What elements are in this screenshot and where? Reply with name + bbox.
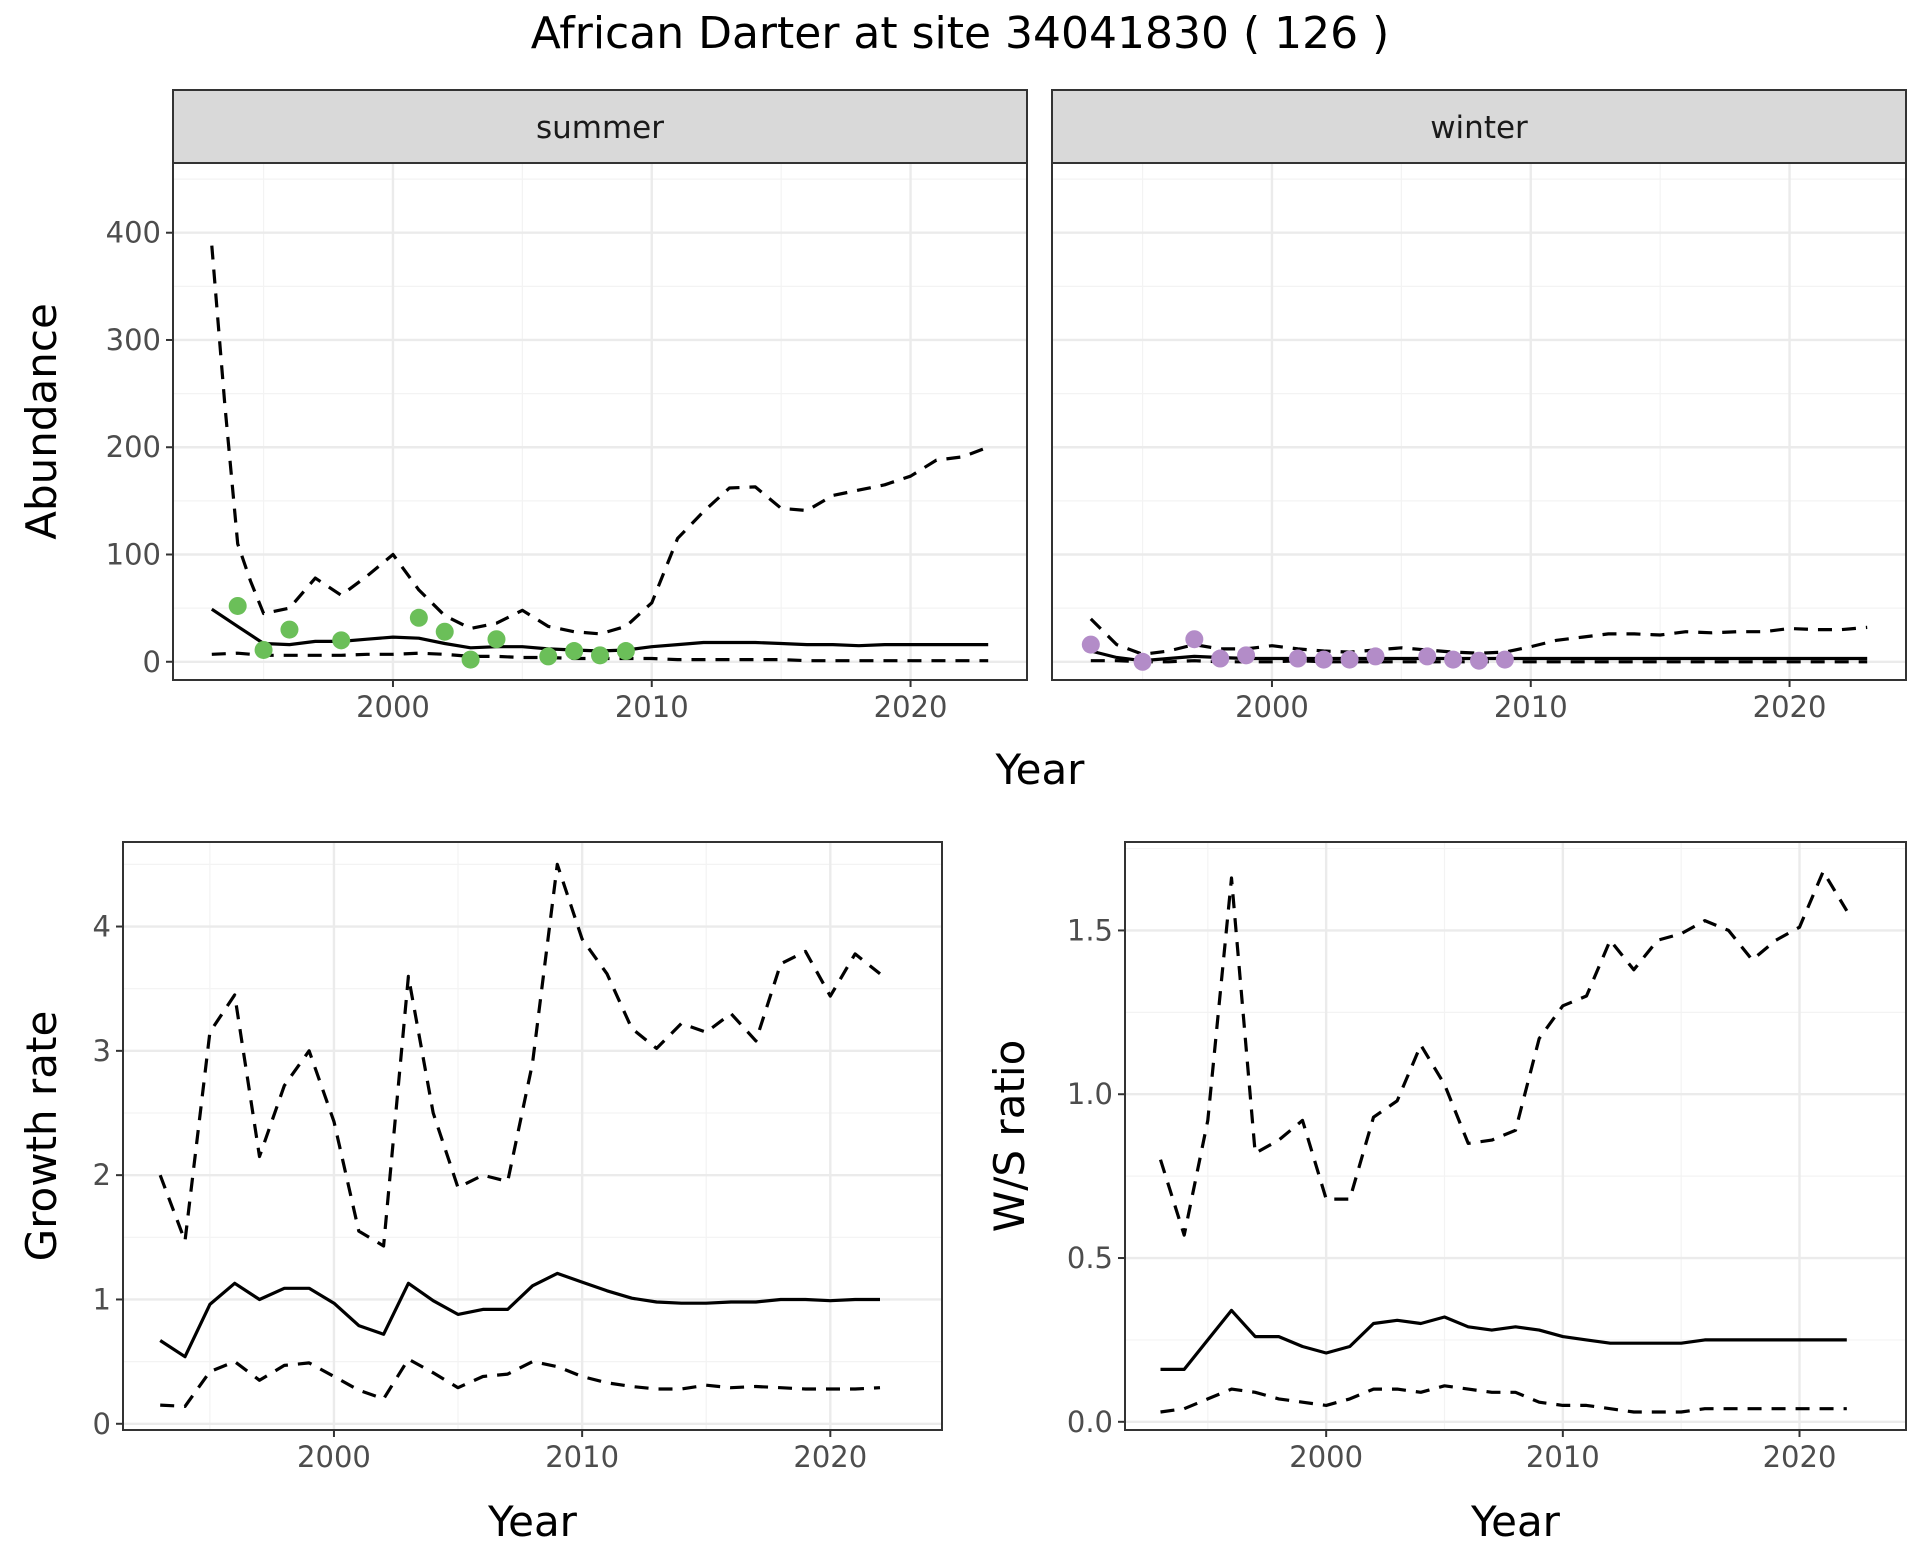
facet-summer-y-tick-label: 300 (106, 323, 161, 357)
growth-y-tick-label: 0 (93, 1407, 111, 1441)
facet-winter-observed-point (1418, 647, 1437, 666)
facet-summer-background (173, 163, 1027, 680)
facet-winter-observed-point (1340, 650, 1359, 669)
facet-winter-observed-point (1366, 647, 1385, 666)
ws_ratio-y-tick-label: 1.5 (1067, 913, 1113, 947)
facet-summer-x-tick-label: 2000 (356, 690, 430, 724)
facet-winter-observed-point (1495, 650, 1514, 669)
facet-winter-panel: winter 2000 2010 2020 (1051, 89, 1907, 724)
facet-winter-observed-point (1211, 649, 1230, 668)
facet-summer-panel: summer 2000 2010 2020 0 100 200 300 400 Abundance (17, 89, 1028, 724)
ws_ratio-y-axis-title: W/S ratio (985, 1040, 1034, 1233)
facet-summer-y-tick-label: 100 (106, 538, 161, 572)
facet-summer-observed-point (280, 620, 299, 639)
abundance-y-axis-title: Abundance (17, 303, 66, 540)
ws_ratio-solid-line-0 (1160, 1308, 1847, 1371)
facet-winter-observed-point (1237, 646, 1256, 665)
ws_ratio-x-tick-label: 2010 (1526, 1440, 1600, 1474)
facet-summer-observed-point (332, 631, 351, 650)
growth-border (122, 841, 943, 1431)
facet-winter-observed-point (1288, 649, 1307, 668)
facet-winter-observed-point (1081, 635, 1100, 654)
facet-winter-background (1052, 163, 1906, 680)
ws_ratio-dashed-line-1 (1158, 869, 1849, 1237)
growth-x-tick-label: 2010 (545, 1440, 619, 1474)
facet-summer-observed-point (539, 647, 558, 666)
ws_ratio-border (1124, 841, 1907, 1431)
facet-summer-y-tick-label: 0 (143, 645, 161, 679)
ws_ratio-x-tick-label: 2020 (1763, 1440, 1837, 1474)
facet-summer-observed-point (409, 608, 428, 627)
growth-y-axis-title: Growth rate (17, 1011, 66, 1262)
growth-x-axis-title: Year (487, 1497, 578, 1546)
chart-title: African Darter at site 34041830 ( 126 ) (531, 8, 1390, 59)
facet-summer-observed-point (487, 630, 506, 649)
facet-winter-strip (1051, 89, 1907, 164)
facet-summer-observed-point (565, 642, 584, 661)
facet-winter-x-tick-label: 2010 (1494, 690, 1568, 724)
facet-winter-observed-point (1444, 650, 1463, 669)
facet-summer-observed-point (228, 596, 247, 615)
growth-panel: 2000 2010 2020 0 1 2 3 4 Year Growth rate (17, 841, 943, 1546)
facet-summer-dashed-line-1 (210, 245, 989, 636)
charts-layer: summer 2000 2010 2020 0 100 200 300 400 Abundance… (17, 89, 1907, 1546)
growth-x-tick-label: 2000 (297, 1440, 371, 1474)
growth-solid-line-0 (159, 1271, 880, 1359)
facet-summer-border (172, 162, 1028, 681)
facet-summer-observed-point (616, 642, 635, 661)
ws_ratio-y-tick-label: 0.5 (1067, 1241, 1113, 1275)
facet-summer-x-tick-label: 2010 (615, 690, 689, 724)
facet-winter-observed-point (1314, 650, 1333, 669)
facet-summer-y-tick-label: 200 (106, 430, 161, 464)
ws_ratio-x-axis-title: Year (1470, 1497, 1561, 1546)
facet-summer-strip-label: summer (536, 110, 664, 146)
facet-winter-strip-label: winter (1430, 110, 1528, 146)
facet-winter-observed-point (1470, 651, 1488, 670)
ws_ratio-dashed-line-2 (1160, 1384, 1847, 1414)
facet-summer-observed-point (591, 646, 609, 665)
facet-summer-strip (172, 89, 1028, 164)
growth-dashed-line-2 (160, 1357, 881, 1408)
facet-summer-observed-point (254, 640, 273, 659)
ws_ratio-x-tick-label: 2000 (1289, 1440, 1363, 1474)
facet-summer-x-tick-label: 2020 (874, 690, 948, 724)
growth-background (123, 842, 942, 1430)
growth-y-tick-label: 4 (93, 910, 111, 944)
growth-y-tick-label: 1 (93, 1282, 111, 1316)
facet-winter-observed-point (1185, 630, 1204, 649)
facet-winter-border (1051, 162, 1907, 681)
facet-summer-observed-point (435, 622, 454, 641)
growth-y-tick-label: 2 (93, 1158, 111, 1192)
top-x-axis-title: Year (995, 745, 1086, 794)
ws_ratio-panel: 2000 2010 2020 0.0 0.5 1.0 1.5 Year W/S ratio (985, 841, 1907, 1546)
growth-y-tick-label: 3 (93, 1034, 111, 1068)
growth-x-tick-label: 2020 (793, 1440, 867, 1474)
facet-summer-observed-point (461, 650, 480, 669)
ws_ratio-y-tick-label: 1.0 (1067, 1077, 1113, 1111)
facet-winter-observed-point (1133, 652, 1152, 671)
growth-dashed-line-1 (158, 862, 881, 1248)
facet-winter-x-tick-label: 2000 (1235, 690, 1309, 724)
facet-winter-x-tick-label: 2020 (1753, 690, 1827, 724)
ws_ratio-y-tick-label: 0.0 (1067, 1405, 1113, 1439)
facet-summer-y-tick-label: 400 (106, 216, 161, 250)
